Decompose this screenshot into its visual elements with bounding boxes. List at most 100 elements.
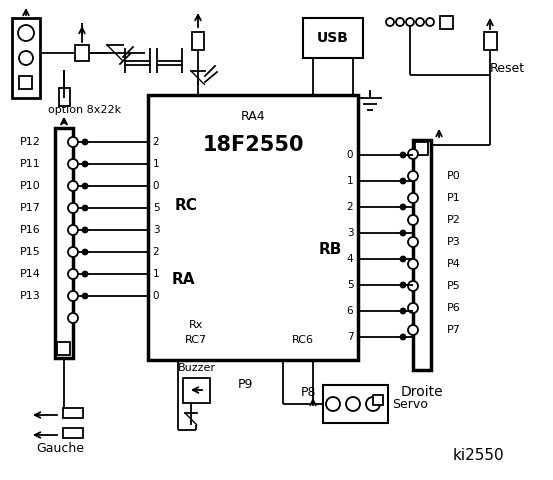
Text: P3: P3 — [447, 237, 461, 247]
Bar — [440, 16, 453, 29]
Text: Droite: Droite — [401, 385, 444, 399]
Bar — [484, 32, 497, 50]
Text: ki2550: ki2550 — [452, 447, 504, 463]
Circle shape — [386, 18, 394, 26]
Text: P15: P15 — [20, 247, 41, 257]
Circle shape — [326, 397, 340, 411]
Text: RA4: RA4 — [241, 110, 265, 123]
Text: RA: RA — [171, 273, 195, 288]
Circle shape — [82, 293, 87, 299]
Bar — [55, 128, 73, 358]
Circle shape — [400, 153, 405, 157]
Text: Servo: Servo — [392, 397, 428, 410]
Text: P6: P6 — [447, 303, 461, 313]
Circle shape — [18, 25, 34, 41]
Text: P16: P16 — [20, 225, 41, 235]
Text: 7: 7 — [347, 332, 353, 342]
Text: P10: P10 — [20, 181, 41, 191]
Bar — [415, 142, 428, 155]
Text: RB: RB — [319, 242, 342, 257]
Circle shape — [408, 149, 418, 159]
Circle shape — [68, 137, 78, 147]
Circle shape — [366, 397, 380, 411]
Bar — [59, 88, 70, 106]
Bar — [303, 18, 363, 58]
Circle shape — [408, 171, 418, 181]
Text: P1: P1 — [447, 193, 461, 203]
Text: RC6: RC6 — [292, 335, 314, 345]
Circle shape — [68, 313, 78, 323]
Text: P5: P5 — [447, 281, 461, 291]
Text: P7: P7 — [447, 325, 461, 335]
Text: 4: 4 — [347, 254, 353, 264]
Bar — [413, 140, 431, 370]
Text: 0: 0 — [347, 150, 353, 160]
Bar — [57, 342, 70, 355]
Text: 3: 3 — [153, 225, 159, 235]
Text: 3: 3 — [347, 228, 353, 238]
Text: 0: 0 — [153, 181, 159, 191]
Text: 2: 2 — [153, 137, 159, 147]
Text: P17: P17 — [20, 203, 41, 213]
Text: RC7: RC7 — [185, 335, 207, 345]
Circle shape — [426, 18, 434, 26]
Circle shape — [400, 204, 405, 209]
Text: Reset: Reset — [490, 61, 525, 74]
Text: P14: P14 — [20, 269, 41, 279]
Circle shape — [400, 230, 405, 236]
Text: P9: P9 — [237, 379, 253, 392]
Text: P0: P0 — [447, 171, 461, 181]
Bar — [19, 76, 32, 89]
Circle shape — [82, 272, 87, 276]
Circle shape — [408, 259, 418, 269]
Bar — [192, 32, 204, 50]
Text: 2: 2 — [347, 202, 353, 212]
Text: 5: 5 — [153, 203, 159, 213]
Circle shape — [82, 205, 87, 211]
Circle shape — [82, 161, 87, 167]
Circle shape — [408, 237, 418, 247]
Circle shape — [68, 291, 78, 301]
Text: 1: 1 — [153, 269, 159, 279]
Circle shape — [68, 181, 78, 191]
Circle shape — [68, 247, 78, 257]
Circle shape — [416, 18, 424, 26]
Circle shape — [396, 18, 404, 26]
Circle shape — [400, 179, 405, 183]
Text: 1: 1 — [347, 176, 353, 186]
Text: option 8x22k: option 8x22k — [49, 105, 122, 115]
Bar — [183, 378, 210, 403]
Text: 0: 0 — [153, 291, 159, 301]
Circle shape — [400, 283, 405, 288]
Circle shape — [406, 18, 414, 26]
Circle shape — [400, 309, 405, 313]
Circle shape — [400, 335, 405, 339]
Circle shape — [68, 159, 78, 169]
Circle shape — [82, 183, 87, 189]
Text: USB: USB — [317, 31, 349, 45]
Text: P13: P13 — [20, 291, 41, 301]
Bar — [373, 395, 383, 405]
Bar — [148, 95, 358, 360]
Bar — [63, 428, 83, 438]
Circle shape — [82, 228, 87, 232]
Text: P4: P4 — [447, 259, 461, 269]
Text: Rx: Rx — [189, 320, 203, 330]
Polygon shape — [107, 45, 123, 61]
Circle shape — [408, 303, 418, 313]
Circle shape — [19, 51, 33, 65]
Circle shape — [400, 256, 405, 262]
Text: P12: P12 — [20, 137, 41, 147]
Text: Buzzer: Buzzer — [178, 363, 216, 373]
Text: P8: P8 — [300, 386, 316, 399]
Text: 5: 5 — [347, 280, 353, 290]
Circle shape — [82, 140, 87, 144]
Text: RC: RC — [175, 197, 197, 213]
Text: 1: 1 — [153, 159, 159, 169]
Circle shape — [346, 397, 360, 411]
Polygon shape — [185, 413, 197, 425]
Circle shape — [68, 269, 78, 279]
Polygon shape — [191, 71, 205, 85]
Text: 18F2550: 18F2550 — [202, 135, 304, 155]
Text: 2: 2 — [153, 247, 159, 257]
